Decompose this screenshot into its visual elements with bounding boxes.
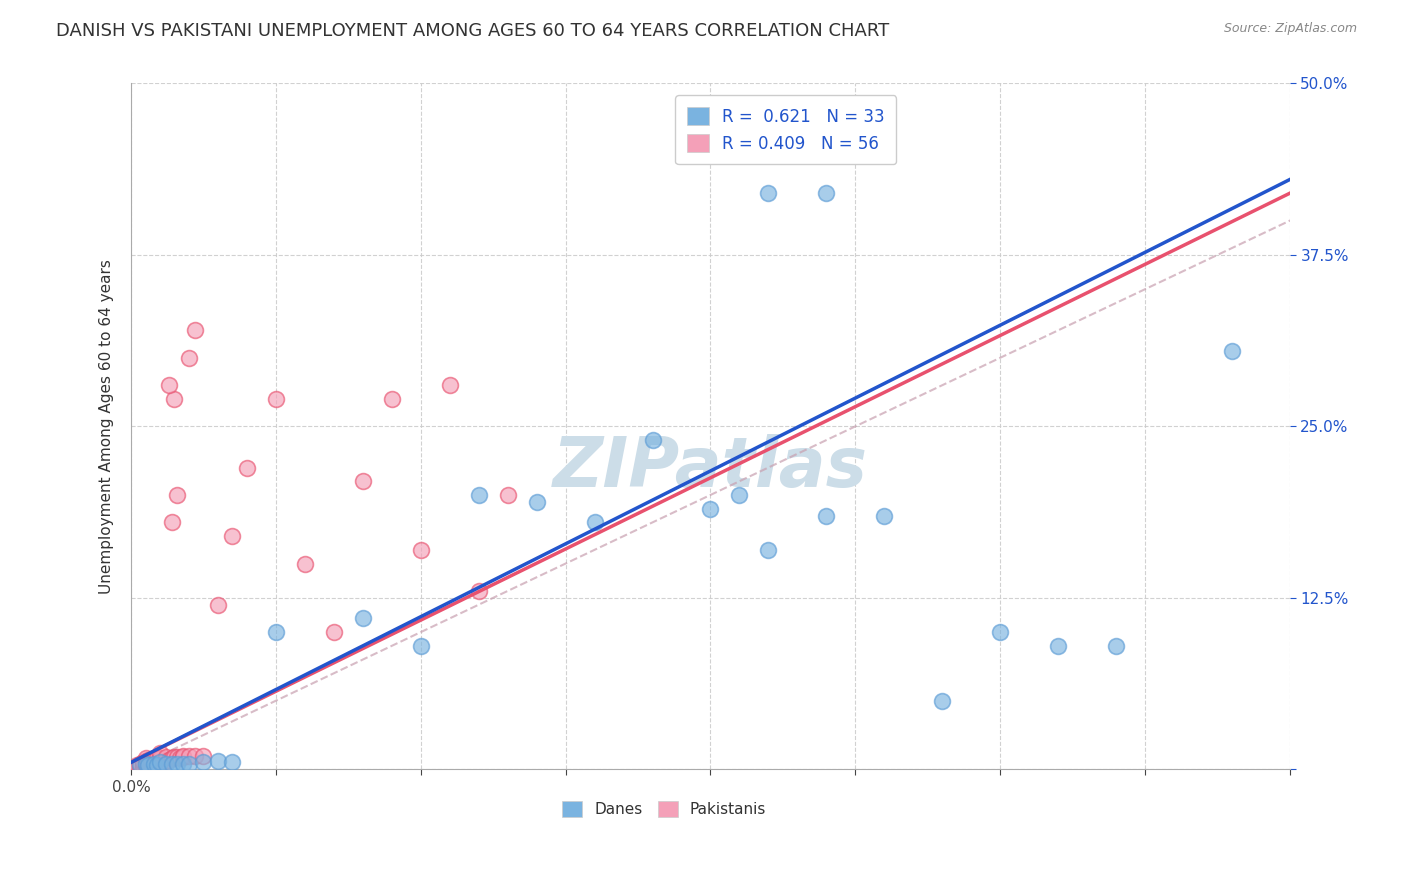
Text: ZIPatlas: ZIPatlas [553, 434, 868, 501]
Point [1220, 343, 1243, 358]
Point [758, 542, 780, 557]
Point [138, 756, 160, 770]
Point [134, 758, 156, 772]
Point [134, 756, 156, 770]
Point [583, 516, 606, 530]
Point [236, 460, 259, 475]
Point [409, 639, 432, 653]
Y-axis label: Unemployment Among Ages 60 to 64 years: Unemployment Among Ages 60 to 64 years [100, 259, 114, 594]
Point [128, 758, 150, 772]
Point [641, 433, 664, 447]
Point [526, 495, 548, 509]
Point [134, 756, 156, 771]
Point [146, 751, 169, 765]
Point [134, 754, 156, 768]
Point [163, 392, 186, 406]
Point [138, 758, 160, 772]
Point [141, 754, 163, 768]
Point [193, 748, 215, 763]
Point [352, 475, 374, 489]
Point [149, 746, 172, 760]
Point [131, 756, 153, 770]
Point [157, 378, 180, 392]
Point [699, 501, 721, 516]
Point [163, 750, 186, 764]
Point [177, 756, 200, 771]
Point [155, 750, 177, 764]
Point [873, 508, 896, 523]
Point [131, 759, 153, 773]
Point [134, 759, 156, 773]
Point [160, 751, 183, 765]
Point [128, 758, 150, 772]
Point [177, 748, 200, 763]
Point [166, 756, 188, 771]
Point [160, 516, 183, 530]
Point [125, 758, 148, 772]
Point [264, 392, 287, 406]
Point [146, 756, 169, 770]
Point [758, 186, 780, 201]
Point [134, 751, 156, 765]
Point [207, 754, 229, 768]
Point [143, 756, 166, 771]
Point [172, 756, 194, 771]
Point [264, 625, 287, 640]
Point [169, 751, 191, 765]
Point [146, 758, 169, 772]
Point [143, 753, 166, 767]
Point [143, 756, 166, 771]
Point [1105, 639, 1128, 653]
Point [149, 756, 172, 770]
Point [184, 748, 207, 763]
Point [125, 759, 148, 773]
Point [467, 488, 489, 502]
Point [409, 542, 432, 557]
Point [149, 751, 172, 765]
Point [128, 759, 150, 773]
Point [207, 598, 229, 612]
Point [141, 756, 163, 771]
Point [138, 753, 160, 767]
Point [815, 508, 838, 523]
Point [439, 378, 461, 392]
Point [134, 756, 156, 771]
Point [128, 756, 150, 771]
Point [294, 557, 316, 571]
Point [193, 756, 215, 770]
Point [322, 625, 344, 640]
Point [149, 756, 172, 770]
Point [184, 323, 207, 337]
Point [177, 351, 200, 365]
Point [172, 750, 194, 764]
Point [381, 392, 404, 406]
Point [131, 758, 153, 772]
Point [155, 754, 177, 768]
Legend: Danes, Pakistanis: Danes, Pakistanis [555, 795, 772, 823]
Point [155, 756, 177, 771]
Point [352, 611, 374, 625]
Text: Source: ZipAtlas.com: Source: ZipAtlas.com [1223, 22, 1357, 36]
Point [728, 488, 751, 502]
Point [160, 756, 183, 771]
Text: DANISH VS PAKISTANI UNEMPLOYMENT AMONG AGES 60 TO 64 YEARS CORRELATION CHART: DANISH VS PAKISTANI UNEMPLOYMENT AMONG A… [56, 22, 890, 40]
Point [815, 186, 838, 201]
Point [467, 584, 489, 599]
Point [157, 753, 180, 767]
Point [166, 750, 188, 764]
Point [931, 694, 953, 708]
Point [172, 748, 194, 763]
Point [988, 625, 1011, 640]
Point [138, 758, 160, 772]
Point [221, 529, 243, 543]
Point [496, 488, 519, 502]
Point [1047, 639, 1070, 653]
Point [221, 756, 243, 770]
Point [166, 488, 188, 502]
